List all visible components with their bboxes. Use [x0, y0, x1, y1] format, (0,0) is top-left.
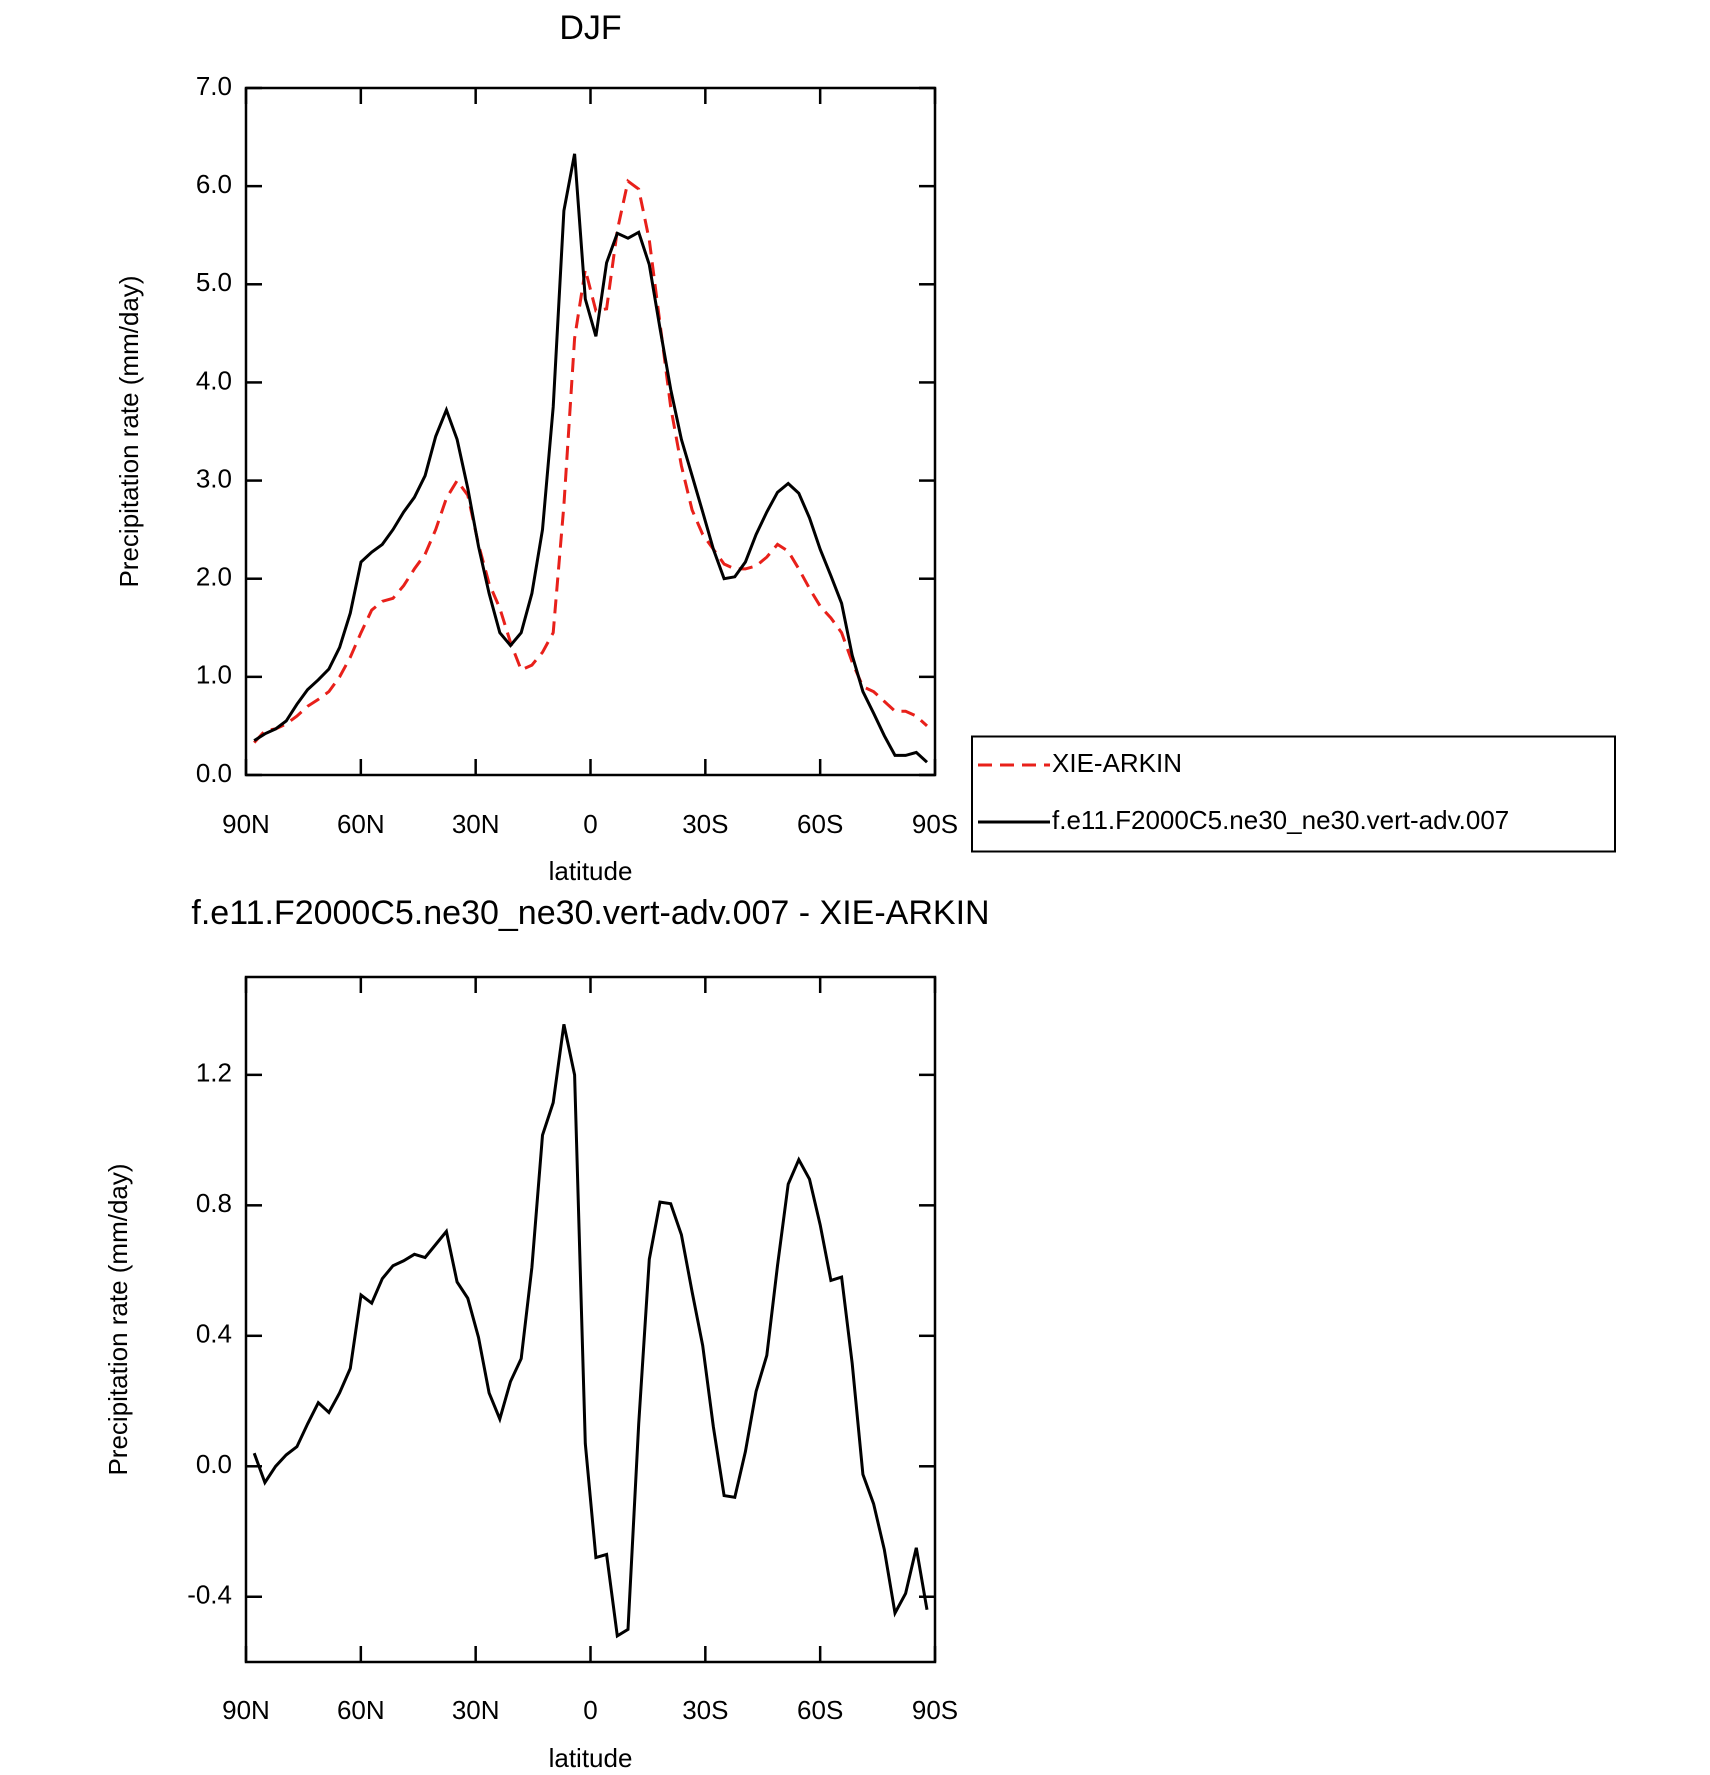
x-tick-label: 90S	[912, 809, 958, 839]
x-tick-label: 0	[583, 1695, 597, 1725]
y-tick-label: 0.0	[196, 758, 232, 788]
y-tick-label: 3.0	[196, 463, 232, 493]
legend-box	[971, 735, 1616, 853]
x-tick-label: 90N	[222, 809, 270, 839]
y-tick-label: 5.0	[196, 267, 232, 297]
y-tick-label: -0.4	[187, 1580, 232, 1610]
legend-label: f.e11.F2000C5.ne30_ne30.vert-adv.007	[1052, 805, 1509, 835]
x-tick-label: 30N	[452, 1695, 500, 1725]
y-tick-label: 0.4	[196, 1319, 232, 1349]
x-tick-label: 0	[583, 809, 597, 839]
y-axis-label: Precipitation rate (mm/day)	[114, 275, 144, 587]
x-tick-label: 60N	[337, 1695, 385, 1725]
y-axis-label: Precipitation rate (mm/day)	[103, 1163, 133, 1475]
legend: XIE-ARKIN f.e11.F2000C5.ne30_ne30.vert-ad…	[971, 735, 1616, 853]
chart-title: DJF	[559, 9, 621, 47]
plot-frame	[244, 86, 937, 777]
x-tick-label: 60S	[797, 1695, 843, 1725]
x-tick-label: 60S	[797, 809, 843, 839]
y-tick-label: 0.8	[196, 1188, 232, 1218]
x-tick-label: 30S	[682, 809, 728, 839]
plot-frame	[244, 975, 937, 1664]
y-tick-label: 7.0	[196, 71, 232, 101]
x-tick-label: 90N	[222, 1695, 270, 1725]
data-line	[252, 1023, 929, 1639]
y-tick-label: 1.0	[196, 660, 232, 690]
y-tick-label: 1.2	[196, 1058, 232, 1088]
x-tick-label: 60N	[337, 809, 385, 839]
x-tick-label: 30N	[452, 809, 500, 839]
chart-title: f.e11.F2000C5.ne30_ne30.vert-adv.007 - X…	[191, 894, 989, 932]
y-tick-label: 6.0	[196, 169, 232, 199]
legend-label: XIE-ARKIN	[1052, 748, 1182, 778]
data-line	[253, 178, 929, 744]
data-line	[253, 153, 929, 764]
x-axis-label: latitude	[549, 856, 633, 886]
y-tick-label: 4.0	[196, 365, 232, 395]
x-axis-label: latitude	[549, 1743, 633, 1773]
y-tick-label: 2.0	[196, 562, 232, 592]
y-tick-label: 0.0	[196, 1449, 232, 1479]
x-tick-label: 30S	[682, 1695, 728, 1725]
x-tick-label: 90S	[912, 1695, 958, 1725]
